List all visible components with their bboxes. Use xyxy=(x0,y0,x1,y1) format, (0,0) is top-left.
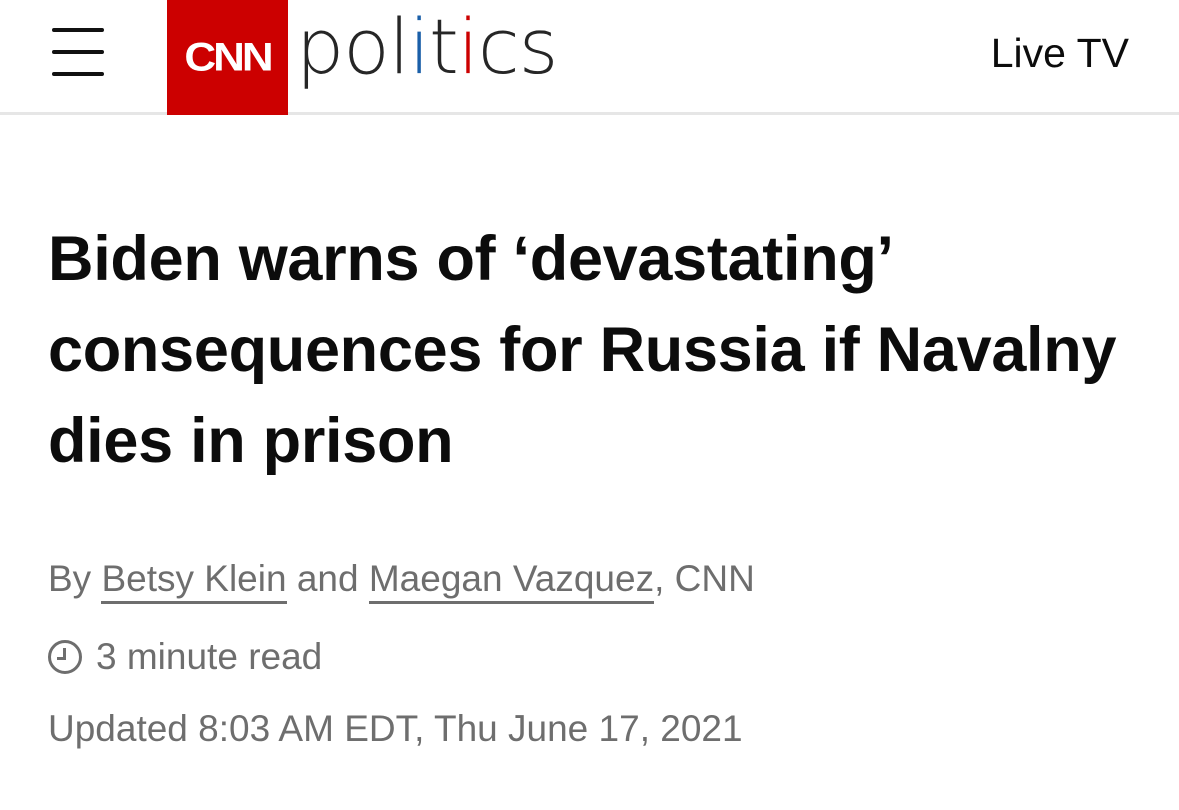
author-link-maegan-vazquez[interactable]: Maegan Vazquez xyxy=(368,558,655,604)
article-headline: Biden warns of ‘devastating’ consequence… xyxy=(48,224,1117,476)
clock-icon xyxy=(48,640,82,674)
site-header: CNN politics Live TV xyxy=(0,0,1179,115)
live-tv-link[interactable]: Live TV xyxy=(990,30,1129,76)
hamburger-menu-icon[interactable] xyxy=(52,26,108,78)
section-title-politics[interactable]: politics xyxy=(296,2,558,91)
cnn-logo[interactable]: CNN xyxy=(167,0,288,115)
byline: By Betsy Klein and Maegan Vazquez, CNN xyxy=(48,558,755,604)
author-link-betsy-klein[interactable]: Betsy Klein xyxy=(101,558,287,604)
updated-timestamp: Updated 8:03 AM EDT, Thu June 17, 2021 xyxy=(48,708,743,749)
read-time: 3 minute read xyxy=(48,636,322,678)
